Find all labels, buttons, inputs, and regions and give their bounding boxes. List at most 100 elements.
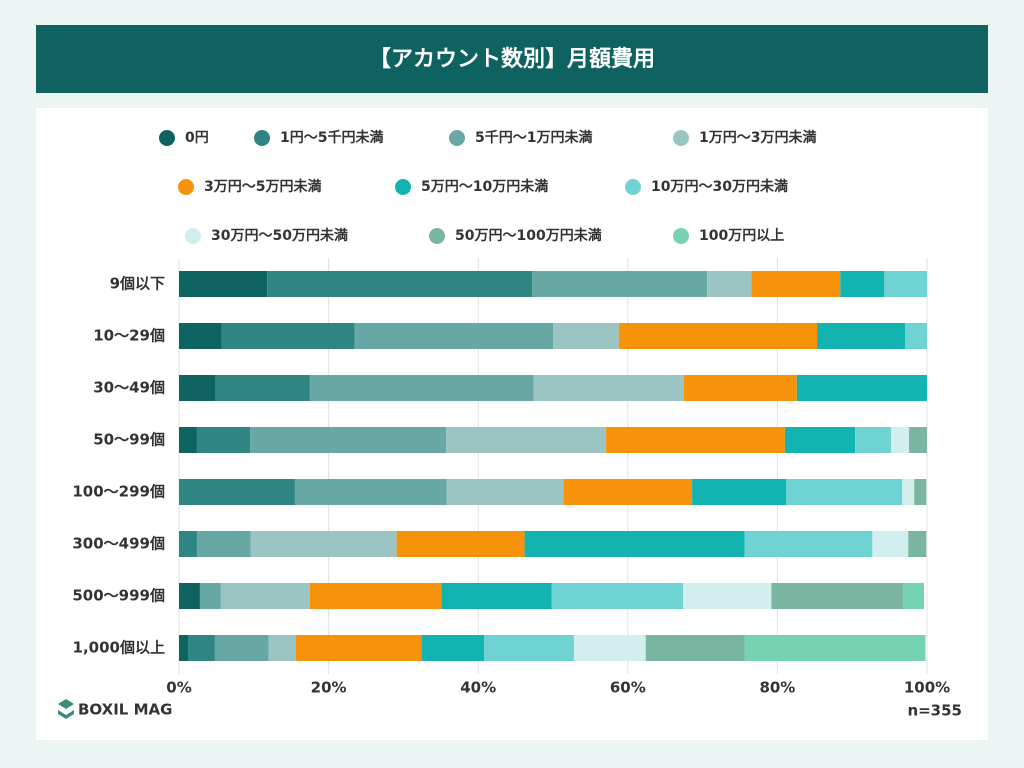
legend-marker — [673, 228, 689, 244]
bar-segment — [187, 635, 215, 661]
bar-segment — [872, 531, 909, 557]
bar-segment — [683, 375, 797, 401]
chart-title: 【アカウント数別】月額費用 — [369, 46, 655, 72]
bar-segment — [446, 479, 564, 505]
bar-segment — [573, 635, 646, 661]
bar-segment — [891, 427, 910, 453]
bar-segment — [421, 635, 485, 661]
bar-segment — [250, 531, 397, 557]
x-tick-label: 20% — [311, 679, 347, 697]
bar-segment — [908, 531, 927, 557]
bar-segment — [817, 323, 906, 349]
bar-segment — [796, 375, 927, 401]
legend-marker — [673, 130, 689, 146]
y-tick-label: 10〜29個 — [93, 327, 165, 345]
bar-segment — [903, 583, 925, 609]
bar-segment — [551, 583, 684, 609]
bar-segment — [221, 323, 355, 349]
bar-segment — [199, 583, 221, 609]
bar-segment — [618, 323, 818, 349]
bar-segment — [179, 531, 197, 557]
legend-marker — [159, 130, 175, 146]
legend-marker — [395, 179, 411, 195]
bar-segment — [267, 271, 533, 297]
bar-segment — [484, 635, 574, 661]
bar-segment — [914, 479, 927, 505]
bar-segment — [196, 531, 251, 557]
bar-segment — [179, 323, 222, 349]
bar-segment — [179, 583, 200, 609]
x-tick-label: 80% — [759, 679, 795, 697]
bar-segment — [744, 531, 873, 557]
x-tick-label: 100% — [904, 679, 950, 697]
legend-marker — [449, 130, 465, 146]
legend-label: 1万円〜3万円未満 — [699, 129, 816, 146]
note: n=355 — [907, 702, 962, 720]
y-tick-label: 300〜499個 — [72, 535, 165, 553]
legend-label: 1円〜5千円未満 — [280, 129, 383, 146]
bar-segment — [179, 427, 197, 453]
x-tick-label: 0% — [166, 679, 191, 697]
brand: BOXIL MAG — [78, 701, 172, 719]
bar-segment — [354, 323, 553, 349]
y-tick-label: 100〜299個 — [72, 483, 165, 501]
legend-marker — [254, 130, 270, 146]
brand-logo: BOXIL MAG — [58, 699, 172, 719]
legend-label: 5万円〜10万円未満 — [421, 178, 548, 195]
bar-segment — [196, 427, 251, 453]
y-tick-label: 1,000個以上 — [73, 639, 165, 657]
bar-segment — [744, 635, 926, 661]
bar-segment — [692, 479, 787, 505]
legend-marker — [185, 228, 201, 244]
bar-segment — [784, 427, 856, 453]
legend-marker — [429, 228, 445, 244]
bar-segment — [309, 375, 534, 401]
legend-label: 10万円〜30万円未満 — [651, 178, 788, 195]
bar-segment — [683, 583, 772, 609]
bar-segment — [268, 635, 296, 661]
bar-segment — [396, 531, 525, 557]
bar-segment — [553, 323, 619, 349]
bar-segment — [179, 635, 188, 661]
title-banner — [36, 25, 988, 93]
bar-segment — [606, 427, 785, 453]
bar-segment — [884, 271, 927, 297]
x-tick-label: 60% — [610, 679, 646, 697]
bar-segment — [840, 271, 885, 297]
bar-segment — [902, 479, 915, 505]
bar-segment — [855, 427, 892, 453]
legend-marker — [178, 179, 194, 195]
bar-segment — [214, 635, 269, 661]
bar-segment — [441, 583, 552, 609]
y-tick-label: 500〜999個 — [72, 587, 165, 605]
bar-segment — [771, 583, 904, 609]
bar-segment — [751, 271, 841, 297]
logo-icon — [58, 699, 74, 719]
legend-label: 30万円〜50万円未満 — [211, 227, 348, 244]
legend-label: 3万円〜5万円未満 — [204, 178, 321, 195]
bar-segment — [533, 375, 684, 401]
bar-segment — [645, 635, 745, 661]
bar-segment — [563, 479, 693, 505]
bar-segment — [179, 271, 268, 297]
bar-segment — [524, 531, 745, 557]
bar-segment — [909, 427, 927, 453]
legend-label: 5千円〜1万円未満 — [475, 129, 592, 146]
bar-segment — [179, 375, 216, 401]
bar-segment — [786, 479, 903, 505]
x-tick-label: 40% — [460, 679, 496, 697]
bar-segment — [446, 427, 607, 453]
bar-segment — [707, 271, 752, 297]
legend-label: 50万円〜100万円未満 — [455, 227, 602, 244]
bar-segment — [309, 583, 442, 609]
legend-label: 0円 — [185, 130, 209, 146]
bar-segment — [905, 323, 927, 349]
legend-label: 100万円以上 — [699, 228, 784, 244]
plot: 0% 20% 40% 60% 80% 100% 0円 1円〜5千円未満 5千円〜1万円未満 1万円… — [72, 129, 950, 697]
bar-segment — [250, 427, 447, 453]
panel — [36, 108, 988, 740]
bar-segment — [295, 635, 422, 661]
bar-segment — [179, 479, 295, 505]
